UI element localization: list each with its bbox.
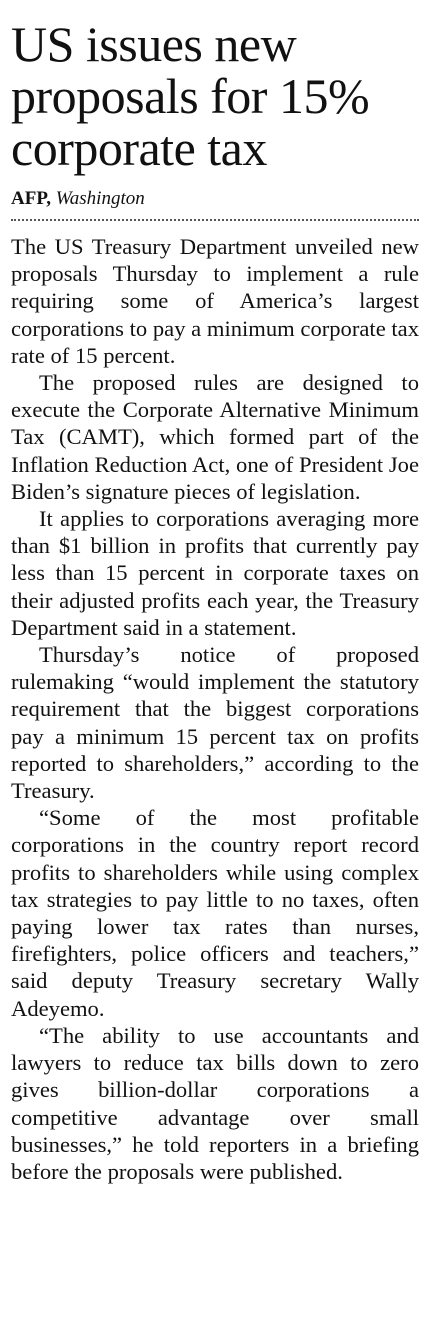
paragraph-6: “The ability to use accountants and lawy… [11,1022,419,1184]
dotted-divider [11,219,419,221]
byline-agency: AFP, [11,188,51,209]
paragraph-2: The proposed rules are designed to execu… [11,370,419,504]
byline-place: Washington [55,188,145,209]
news-article: US issues new proposals for 15% corporat… [11,0,419,1185]
paragraph-3: It applies to corporations averaging mor… [11,506,419,640]
article-body: The US Treasury Department unveiled new … [11,233,419,1185]
headline: US issues new proposals for 15% corporat… [11,16,370,176]
paragraph-4: Thursday’s notice of proposed rulemaking… [11,642,419,804]
paragraph-5: “Some of the most profitable corporation… [11,805,419,1021]
byline: AFP, Washington [11,188,419,210]
paragraph-1: The US Treasury Department unveiled new … [11,234,419,368]
